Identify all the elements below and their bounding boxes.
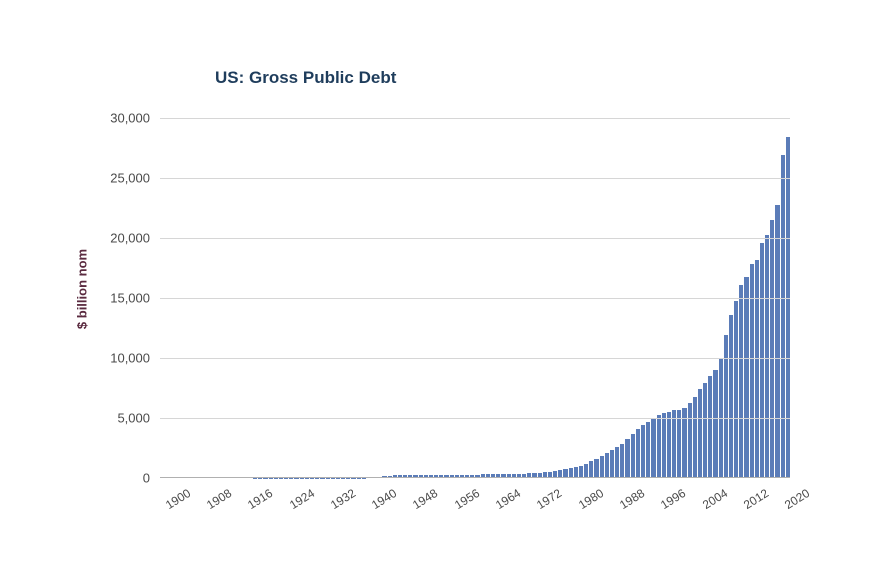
bar <box>641 425 645 478</box>
bar <box>724 335 728 478</box>
x-tick-label: 1924 <box>287 486 317 512</box>
bar <box>584 464 588 478</box>
bar <box>667 412 671 478</box>
x-axis-labels: 1900 1908 1916 1924 1932 1940 1948 1956 1964 1972… <box>160 478 790 528</box>
bar <box>662 413 666 478</box>
bar <box>739 285 743 478</box>
bar <box>698 389 702 478</box>
grid-line <box>160 298 790 299</box>
bar <box>760 243 764 478</box>
y-tick-label: 20,000 <box>110 231 150 246</box>
bar <box>775 205 779 478</box>
bar <box>703 383 707 478</box>
x-tick-label: 1908 <box>204 486 234 512</box>
bar <box>600 456 604 478</box>
x-tick-label: 1916 <box>245 486 275 512</box>
x-tick-label: 2020 <box>782 486 812 512</box>
bar <box>615 447 619 478</box>
y-tick-label: 0 <box>143 471 150 486</box>
grid-line <box>160 118 790 119</box>
bar <box>657 415 661 478</box>
x-tick-label: 2004 <box>700 486 730 512</box>
x-tick-label: 1932 <box>328 486 358 512</box>
x-tick-label: 1980 <box>576 486 606 512</box>
y-tick-label: 25,000 <box>110 171 150 186</box>
bar <box>750 264 754 478</box>
plot-area: 1900190819161924193219401948195619641972… <box>160 118 790 478</box>
x-tick-label: 1956 <box>452 486 482 512</box>
bar <box>688 403 692 478</box>
bar <box>781 155 785 478</box>
y-tick-label: 15,000 <box>110 291 150 306</box>
bar <box>734 301 738 478</box>
x-tick-label: 1996 <box>658 486 688 512</box>
x-tick-label: 1988 <box>617 486 647 512</box>
bar <box>744 277 748 478</box>
bar <box>677 410 681 478</box>
bar <box>646 422 650 478</box>
x-tick-label: 1948 <box>410 486 440 512</box>
bar <box>620 444 624 478</box>
bar <box>729 315 733 478</box>
bar <box>631 434 635 478</box>
bar <box>708 376 712 478</box>
y-tick-label: 10,000 <box>110 351 150 366</box>
x-tick-label: 1964 <box>493 486 523 512</box>
bar <box>589 461 593 478</box>
bar <box>605 453 609 479</box>
bar <box>765 235 769 478</box>
bar <box>625 439 629 478</box>
grid-line <box>160 358 790 359</box>
grid-line <box>160 238 790 239</box>
grid-line <box>160 178 790 179</box>
y-tick-label: 30,000 <box>110 111 150 126</box>
y-axis-label: $ billion nom <box>75 249 90 329</box>
x-tick-label: 1900 <box>163 486 193 512</box>
bar <box>672 410 676 478</box>
bar <box>713 370 717 478</box>
x-tick-label: 1940 <box>369 486 399 512</box>
y-tick-label: 5,000 <box>117 411 150 426</box>
x-tick-label: 2012 <box>741 486 771 512</box>
chart-title: US: Gross Public Debt <box>215 68 396 88</box>
bar <box>786 137 790 478</box>
bar <box>636 429 640 478</box>
bar <box>651 418 655 478</box>
grid-line <box>160 418 790 419</box>
bar <box>594 459 598 478</box>
bar <box>755 260 759 478</box>
x-tick-label: 1972 <box>534 486 564 512</box>
bar <box>770 220 774 478</box>
bar <box>610 450 614 478</box>
debt-chart: US: Gross Public Debt $ billion nom 1900… <box>0 0 872 578</box>
bar <box>693 397 697 478</box>
